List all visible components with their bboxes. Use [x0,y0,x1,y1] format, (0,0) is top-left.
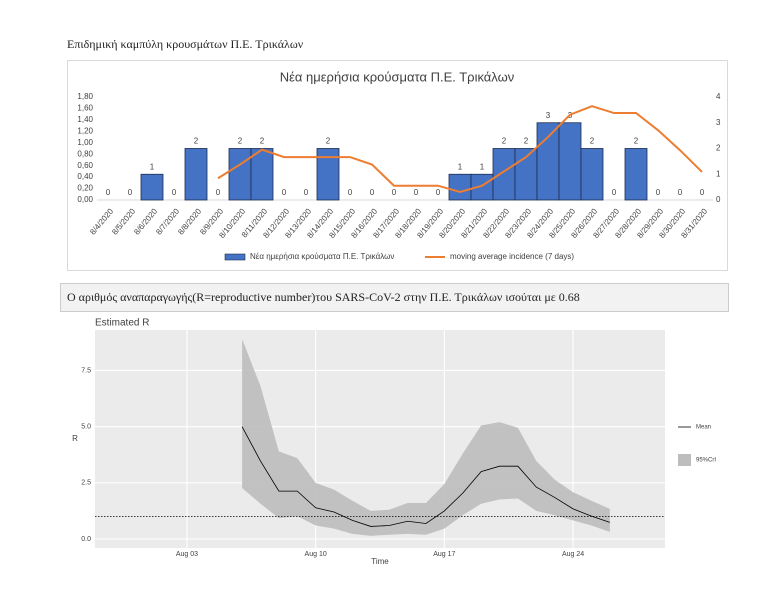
y-axis-label: R [72,434,78,443]
y2-tick-label: 4 [716,92,721,101]
y-tick-label: 7.5 [81,367,91,374]
data-label: 2 [238,137,243,146]
bar [140,173,164,201]
chart-title: Νέα ημερήσια κρούσματα Π.Ε. Τρικάλων [280,69,515,84]
data-label: 0 [304,188,309,197]
data-label: 0 [700,188,705,197]
y-tick-label: 0,80 [77,149,93,158]
x-tick-label: Aug 24 [562,551,584,558]
info-text: Ο αριθμός αναπαραγωγής(R=reproductive nu… [67,290,580,304]
data-label: 0 [216,188,221,197]
y-tick-label: 0,00 [77,195,93,204]
data-label: 0 [172,188,177,197]
bar [250,148,274,201]
line-series [217,105,703,194]
legend-label: moving average incidence (7 days) [450,252,574,261]
data-label: 2 [194,137,199,146]
data-label: 0 [612,188,617,197]
y-tick-label: 5.0 [81,423,91,430]
data-label: 0 [678,188,683,197]
chart-title: Estimated R [95,318,149,329]
data-label: 0 [348,188,353,197]
y-tick-label: 1,40 [77,115,93,124]
bar [448,173,472,201]
data-label: 0 [282,188,287,197]
data-label: 3 [546,111,551,120]
data-label: 0 [370,188,375,197]
bar [316,148,340,201]
bar [492,148,516,201]
x-tick-label: Aug 10 [305,551,327,558]
data-label: 0 [128,188,133,197]
data-label: 0 [106,188,111,197]
page-heading: Επιδημική καμπύλη κρουσμάτων Π.Ε. Τρικάλ… [67,37,304,51]
legend-label: Νέα ημερήσια κρούσματα Π.Ε. Τρικάλων [250,252,394,261]
bar [558,122,582,201]
data-label: 1 [458,162,463,171]
y2-tick-label: 0 [716,195,721,204]
data-label: 0 [414,188,419,197]
data-label: 0 [436,188,441,197]
y-tick-label: 0,60 [77,161,93,170]
mean-line [241,426,610,527]
bar [228,148,252,201]
data-label: 2 [260,137,265,146]
y-tick-label: 2.5 [81,480,91,487]
x-axis-label: Time [371,557,389,566]
chart-frame [67,60,728,271]
bar [536,122,560,201]
data-label: 1 [150,162,155,171]
data-label: 2 [502,137,507,146]
bar [580,148,604,201]
data-label: 0 [656,188,661,197]
y-tick-label: 1,20 [77,126,93,135]
x-tick-label: Aug 03 [176,551,198,558]
legend-swatch [678,454,691,466]
legend-swatch [224,253,246,261]
data-label: 2 [326,137,331,146]
y-tick-label: 1,00 [77,138,93,147]
y2-tick-label: 1 [716,169,721,178]
y-tick-label: 0,40 [77,172,93,181]
bar [184,148,208,201]
y-tick-label: 1,80 [77,92,93,101]
y-tick-label: 0.0 [81,536,91,543]
x-tick-label: Aug 17 [433,551,455,558]
y2-tick-label: 3 [716,118,721,127]
legend-label: 95%CrI [696,458,716,464]
data-label: 1 [480,162,485,171]
y-tick-label: 0,20 [77,184,93,193]
data-label: 0 [392,188,397,197]
data-label: 2 [634,137,639,146]
credible-interval-ribbon [242,338,610,536]
data-label: 2 [524,137,529,146]
y2-tick-label: 2 [716,144,721,153]
legend-label: Mean [696,425,711,431]
y-tick-label: 1,60 [77,104,93,113]
info-box [60,283,729,312]
data-label: 2 [590,137,595,146]
bar [624,148,648,201]
